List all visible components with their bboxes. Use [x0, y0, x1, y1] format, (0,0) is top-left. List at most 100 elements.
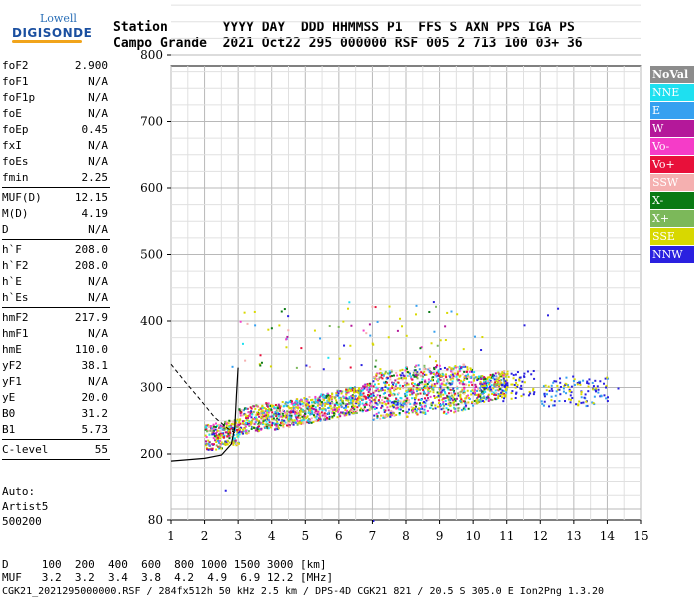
echo-point: [308, 401, 311, 404]
echo-point: [234, 439, 237, 442]
echo-point: [369, 407, 372, 410]
echo-point: [405, 391, 408, 394]
echo-point: [322, 368, 325, 371]
echo-point: [413, 382, 416, 385]
echo-point: [395, 413, 398, 416]
echo-point: [485, 385, 488, 388]
echo-point: [410, 406, 413, 409]
echo-point: [403, 392, 406, 395]
echo-point: [272, 414, 275, 417]
echo-point: [487, 393, 490, 396]
polarization-legend: NoVal NNE E W Vo- Vo+ SSW X- X+ SSE NNW: [650, 66, 694, 264]
echo-point: [414, 369, 417, 372]
echo-point: [453, 366, 456, 369]
echo-point: [274, 412, 277, 415]
echo-point: [220, 425, 223, 428]
echo-point: [275, 419, 278, 422]
echo-point: [378, 401, 381, 404]
echo-point: [281, 416, 284, 419]
echo-point: [498, 373, 501, 376]
echo-point: [459, 368, 462, 371]
echo-point: [361, 408, 364, 411]
echo-point: [424, 379, 427, 382]
echo-point: [270, 404, 273, 407]
echo-point: [262, 421, 265, 424]
echo-point: [399, 384, 402, 387]
echo-point: [462, 407, 465, 410]
echo-point: [279, 413, 282, 416]
echo-point: [550, 395, 553, 398]
echo-point: [565, 376, 568, 379]
echo-point: [530, 373, 533, 376]
echo-point: [446, 368, 449, 371]
echo-point: [415, 304, 418, 307]
echo-point: [245, 407, 248, 410]
echo-point: [376, 394, 379, 397]
echo-point: [435, 371, 438, 374]
echo-point: [305, 404, 308, 407]
echo-point: [358, 396, 361, 399]
echo-point: [433, 396, 436, 399]
echo-point: [504, 380, 507, 383]
echo-point: [482, 379, 485, 382]
echo-point: [360, 395, 363, 398]
echo-point: [393, 387, 396, 390]
panel-separator: [2, 439, 110, 440]
echo-point: [576, 382, 579, 385]
logo-swoosh: [12, 40, 82, 43]
echo-point: [234, 429, 237, 432]
echo-point: [354, 399, 357, 402]
echo-point: [218, 440, 221, 443]
echo-point: [443, 410, 446, 413]
echo-point: [290, 416, 293, 419]
param-name: hmF2: [2, 311, 29, 324]
echo-point: [442, 401, 445, 404]
echo-point: [362, 329, 365, 332]
echo-point: [500, 383, 503, 386]
x-tick-label: 6: [335, 529, 343, 543]
echo-point: [342, 396, 345, 399]
echo-point: [420, 371, 423, 374]
echo-point: [381, 399, 384, 402]
echo-point: [300, 408, 303, 411]
echo-point: [363, 404, 366, 407]
echo-point: [463, 379, 466, 382]
echo-point: [340, 397, 343, 400]
echo-point: [357, 398, 360, 401]
echo-point: [439, 405, 442, 408]
echo-point: [387, 336, 390, 339]
echo-point: [481, 386, 484, 389]
echo-point: [390, 370, 393, 373]
y-tick-label: 500: [140, 248, 163, 262]
echo-point: [582, 401, 585, 404]
echo-point: [473, 371, 476, 374]
echo-point: [240, 411, 243, 414]
echo-point: [444, 400, 447, 403]
echo-point: [225, 424, 228, 427]
echo-point: [500, 391, 503, 394]
echo-point: [221, 425, 224, 428]
echo-point: [244, 413, 247, 416]
echo-point: [439, 379, 442, 382]
echo-point: [414, 365, 417, 368]
echo-point: [489, 387, 492, 390]
echo-point: [263, 407, 266, 410]
echo-point: [374, 365, 377, 368]
echo-point: [223, 434, 226, 437]
echo-point: [388, 414, 391, 417]
echo-point: [390, 369, 393, 372]
echo-point: [417, 387, 420, 390]
echo-point: [439, 367, 442, 370]
echo-point: [455, 403, 458, 406]
echo-point: [349, 344, 352, 347]
echo-point: [547, 314, 549, 317]
echo-point: [205, 436, 208, 439]
echo-point: [348, 402, 351, 405]
echo-point: [352, 412, 355, 415]
echo-point: [483, 382, 486, 385]
echo-point: [207, 423, 210, 426]
echo-point: [264, 413, 267, 416]
echo-point: [264, 426, 267, 429]
echo-point: [319, 402, 322, 405]
echo-point: [215, 422, 218, 425]
